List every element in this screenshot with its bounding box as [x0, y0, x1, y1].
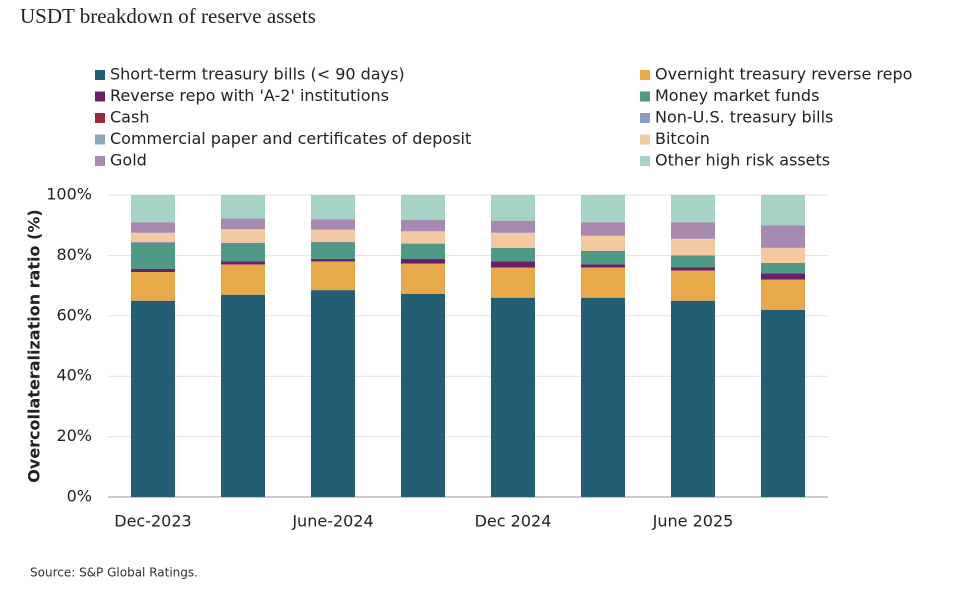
bar-segment	[761, 309, 805, 497]
bar-segment	[581, 222, 625, 236]
legend-label: Commercial paper and certificates of dep…	[110, 129, 471, 148]
x-tick-label: Dec 2024	[475, 512, 552, 531]
bar-segment	[401, 263, 445, 294]
bar-segment	[671, 255, 715, 268]
bar-segment	[761, 273, 805, 280]
bar-segment	[131, 268, 175, 273]
y-tick-label: 100%	[46, 185, 92, 204]
legend-swatch	[95, 91, 105, 102]
bar-segment	[581, 195, 625, 223]
bar-segment	[761, 195, 805, 226]
bar-segment	[131, 195, 175, 223]
bar-segment	[221, 229, 265, 243]
bar-segment	[401, 195, 445, 220]
bar-segment	[311, 195, 355, 220]
legend-swatch	[640, 70, 650, 80]
legend-swatch	[95, 70, 105, 80]
bar-segment	[491, 232, 535, 248]
bar-segment	[131, 243, 175, 269]
legend-label: Gold	[110, 151, 147, 170]
legend-swatch	[640, 113, 650, 123]
bar-segment	[131, 272, 175, 301]
legend-swatch	[95, 134, 105, 145]
bar-segment	[581, 267, 625, 298]
y-tick-label: 60%	[56, 305, 92, 324]
legend-label: Money market funds	[655, 86, 819, 105]
bar-segment	[491, 195, 535, 221]
bar-segment	[671, 300, 715, 497]
bar-segment	[581, 250, 625, 265]
bar-segment	[311, 219, 355, 230]
legend-swatch	[640, 134, 650, 145]
bar-segment	[761, 247, 805, 263]
bar-segment	[581, 235, 625, 251]
bar-segment	[311, 242, 355, 260]
bar-segment	[131, 300, 175, 497]
bar-segment	[671, 238, 715, 256]
bar-segment	[491, 247, 535, 262]
bar-segment	[221, 294, 265, 497]
y-tick-label: 0%	[67, 487, 92, 506]
x-tick-label: June-2024	[291, 512, 373, 531]
bar-segment	[671, 195, 715, 223]
bar-segment	[581, 264, 625, 268]
bar-segment	[581, 297, 625, 497]
legend-label: Bitcoin	[655, 129, 710, 148]
bar-segment	[311, 261, 355, 291]
bar-segment	[401, 219, 445, 232]
bar-segment	[221, 264, 265, 295]
legend-label: Overnight treasury reverse repo	[655, 65, 912, 84]
legend-label: Reverse repo with 'A-2' institutions	[110, 86, 389, 105]
bar-segment	[761, 279, 805, 310]
x-tick-label: June 2025	[652, 512, 734, 531]
legend-swatch	[640, 91, 650, 102]
chart-title: USDT breakdown of reserve assets	[20, 4, 316, 28]
bar-segment	[401, 293, 445, 497]
bar-segment	[311, 229, 355, 242]
bar-segment	[131, 242, 175, 244]
bar-segment	[671, 222, 715, 239]
legend-label: Non-U.S. treasury bills	[655, 108, 833, 127]
bar-segment	[491, 261, 535, 268]
bar-segment	[491, 267, 535, 298]
legend-label: Cash	[110, 108, 149, 127]
bar-segment	[131, 222, 175, 233]
bar-segment	[131, 232, 175, 242]
bar-segment	[221, 218, 265, 230]
y-axis-title: Overcollateralization ratio (%)	[25, 209, 44, 482]
legend-swatch	[95, 113, 105, 123]
bar-segment	[671, 267, 715, 271]
x-tick-label: Dec-2023	[114, 512, 191, 531]
bar-segment	[491, 220, 535, 233]
bar-segment	[671, 270, 715, 301]
bar-segment	[311, 259, 355, 262]
y-tick-label: 40%	[56, 366, 92, 385]
legend-label: Other high risk assets	[655, 151, 830, 170]
source: Source: S&P Global Ratings.	[30, 566, 198, 580]
bar-segment	[401, 243, 445, 260]
bar-segment	[761, 262, 805, 274]
y-tick-label: 20%	[56, 426, 92, 445]
bar-segment	[221, 243, 265, 262]
bar-segment	[311, 290, 355, 497]
bar-segment	[221, 261, 265, 265]
legend-label: Short-term treasury bills (< 90 days)	[110, 65, 405, 84]
bar-segment	[401, 259, 445, 264]
legend-swatch	[640, 156, 650, 166]
bar-segment	[401, 231, 445, 244]
legend-swatch	[95, 156, 105, 166]
bar-segment	[131, 241, 175, 243]
y-tick-label: 80%	[56, 245, 92, 264]
bar-segment	[761, 225, 805, 248]
bar-segment	[221, 195, 265, 219]
bar-segment	[491, 297, 535, 497]
